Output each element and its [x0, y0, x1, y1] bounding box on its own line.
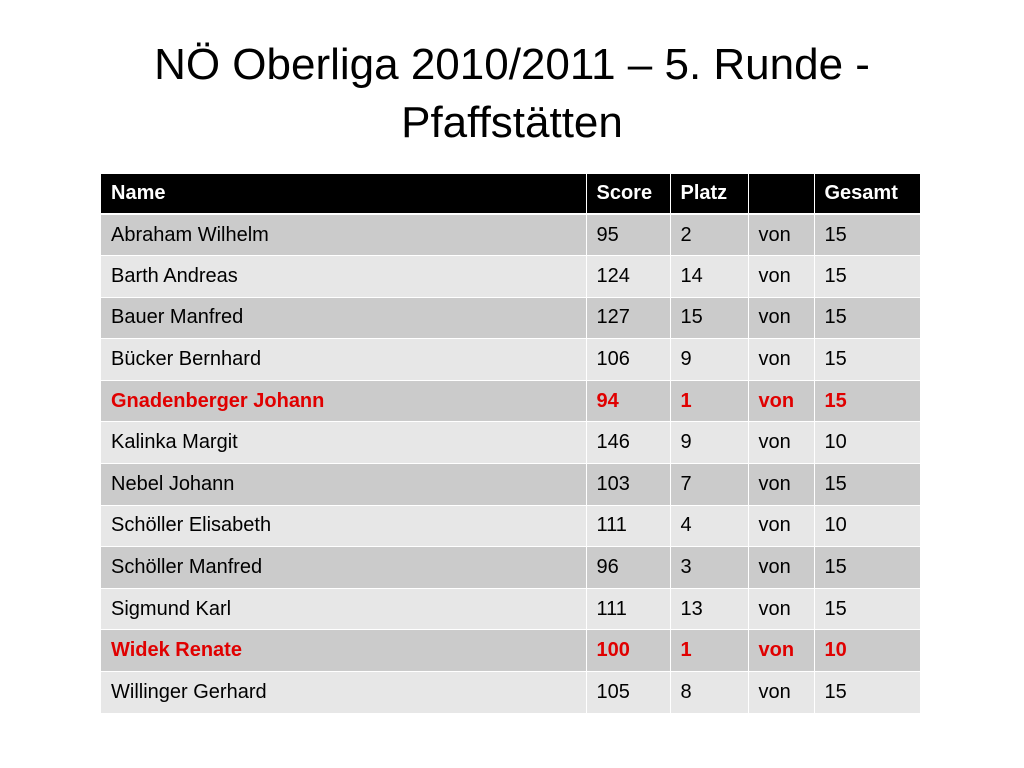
gesamt-cell: 10 [814, 629, 920, 673]
score-cell: 106 [586, 338, 671, 381]
platz-cell: 2 [670, 214, 749, 257]
table-header: Name Score Platz Gesamt [101, 174, 920, 215]
platz-cell: 14 [670, 255, 749, 298]
gesamt-cell: 15 [814, 546, 920, 589]
score-cell: 111 [586, 505, 671, 548]
header-row: Name Score Platz Gesamt [101, 174, 920, 215]
name-cell: Bauer Manfred [101, 297, 587, 340]
header-gesamt: Gesamt [814, 174, 920, 215]
von-cell: von [748, 671, 815, 714]
name-cell: Barth Andreas [101, 255, 587, 298]
results-table: Name Score Platz Gesamt Abraham Wilhelm 9… [101, 174, 920, 714]
gesamt-cell: 15 [814, 338, 920, 381]
score-cell: 105 [586, 671, 671, 714]
score-cell: 124 [586, 255, 671, 298]
score-cell: 94 [586, 380, 671, 423]
platz-cell: 8 [670, 671, 749, 714]
platz-cell: 1 [670, 380, 749, 423]
platz-cell: 13 [670, 588, 749, 631]
table-body: Abraham Wilhelm 95 2 von 15 Barth Andreas 124 1… [101, 214, 920, 714]
gesamt-cell: 15 [814, 255, 920, 298]
header-platz: Platz [670, 174, 749, 215]
gesamt-cell: 15 [814, 297, 920, 340]
name-cell: Kalinka Margit [101, 421, 587, 465]
page-title: NÖ Oberliga 2010/2011 – 5. Runde - Pfaff… [154, 40, 870, 147]
table-row: Abraham Wilhelm 95 2 von 15 [101, 214, 920, 257]
score-cell: 100 [586, 629, 671, 673]
score-cell: 95 [586, 214, 671, 257]
platz-cell: 7 [670, 463, 749, 506]
name-cell: Willinger Gerhard [101, 671, 587, 714]
table-row: Bücker Bernhard 106 9 von 15 [101, 338, 920, 381]
von-cell: von [748, 588, 815, 631]
header-name: Name [101, 174, 587, 215]
table-row: Nebel Johann 103 7 von 15 [101, 463, 920, 506]
name-cell: Schöller Elisabeth [101, 505, 587, 548]
platz-cell: 9 [670, 421, 749, 465]
von-cell: von [748, 546, 815, 589]
table-row: Bauer Manfred 127 15 von 15 [101, 297, 920, 340]
score-cell: 111 [586, 588, 671, 631]
gesamt-cell: 15 [814, 214, 920, 257]
platz-cell: 9 [670, 338, 749, 381]
von-cell: von [748, 255, 815, 298]
header-score: Score [586, 174, 671, 215]
table-row: Schöller Manfred 96 3 von 15 [101, 546, 920, 589]
score-cell: 146 [586, 421, 671, 465]
score-cell: 96 [586, 546, 671, 589]
von-cell: von [748, 297, 815, 340]
von-cell: von [748, 421, 815, 465]
gesamt-cell: 15 [814, 671, 920, 714]
von-cell: von [748, 629, 815, 673]
gesamt-cell: 10 [814, 505, 920, 548]
header-blank [748, 174, 815, 215]
name-cell: Widek Renate [101, 629, 587, 673]
platz-cell: 3 [670, 546, 749, 589]
platz-cell: 1 [670, 629, 749, 673]
table-row: Schöller Elisabeth 111 4 von 10 [101, 505, 920, 548]
von-cell: von [748, 338, 815, 381]
von-cell: von [748, 505, 815, 548]
score-cell: 103 [586, 463, 671, 506]
name-cell: Nebel Johann [101, 463, 587, 506]
platz-cell: 4 [670, 505, 749, 548]
name-cell: Sigmund Karl [101, 588, 587, 631]
name-cell: Abraham Wilhelm [101, 214, 587, 257]
name-cell: Bücker Bernhard [101, 338, 587, 381]
table-row: Barth Andreas 124 14 von 15 [101, 255, 920, 298]
score-cell: 127 [586, 297, 671, 340]
gesamt-cell: 15 [814, 380, 920, 423]
name-cell: Schöller Manfred [101, 546, 587, 589]
von-cell: von [748, 463, 815, 506]
platz-cell: 15 [670, 297, 749, 340]
von-cell: von [748, 380, 815, 423]
table-row: Gnadenberger Johann 94 1 von 15 [101, 380, 920, 423]
von-cell: von [748, 214, 815, 257]
table-row: Willinger Gerhard 105 8 von 15 [101, 671, 920, 714]
table-row: Kalinka Margit 146 9 von 10 [101, 421, 920, 465]
gesamt-cell: 10 [814, 421, 920, 465]
name-cell: Gnadenberger Johann [101, 380, 587, 423]
gesamt-cell: 15 [814, 463, 920, 506]
table-row: Widek Renate 100 1 von 10 [101, 629, 920, 673]
table-row: Sigmund Karl 111 13 von 15 [101, 588, 920, 631]
gesamt-cell: 15 [814, 588, 920, 631]
